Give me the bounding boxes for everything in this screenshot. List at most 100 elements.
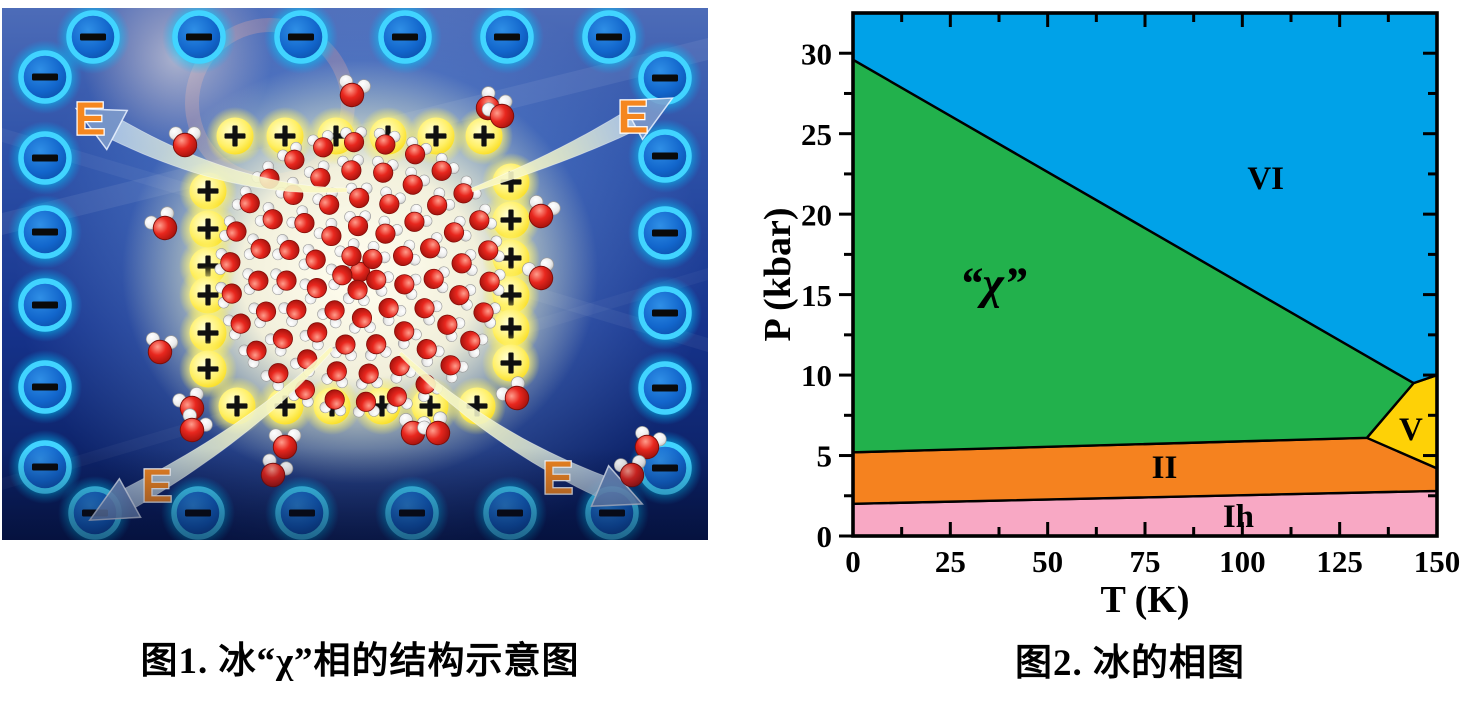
oxygen-atom [286, 299, 307, 320]
oxygen-atom [347, 279, 368, 300]
water-molecule [386, 386, 413, 414]
oxygen-atom [339, 82, 365, 108]
minus-sign [32, 228, 58, 236]
oxygen-atom [379, 193, 400, 215]
figure1-caption: 图1. 冰“χ”相的结构示意图 [140, 641, 580, 682]
water-molecule [321, 361, 348, 389]
x-tick-label: 75 [1130, 544, 1161, 579]
oxygen-atom [221, 283, 242, 304]
oxygen-atom [306, 277, 327, 299]
water-molecule [290, 349, 318, 378]
water-molecule [277, 141, 305, 170]
oxygen-atom [332, 265, 353, 286]
water-molecule [373, 127, 401, 155]
oxygen-atom [414, 298, 435, 319]
water-molecule [299, 277, 327, 305]
water-molecule [313, 218, 342, 247]
water-molecule [394, 321, 422, 350]
water-molecule [365, 334, 392, 361]
water-molecule [264, 328, 293, 357]
oxygen-atom [375, 134, 396, 155]
water-molecule [345, 182, 373, 209]
x-tick-label: 125 [1316, 544, 1363, 579]
oxygen-atom [440, 355, 461, 376]
water-molecule [453, 175, 482, 204]
water-molecule [379, 186, 406, 215]
water-molecule [325, 263, 353, 291]
y-axis-title: P (kbar) [760, 207, 799, 341]
oxygen-atom [172, 132, 198, 158]
water-molecule [528, 195, 561, 229]
oxygen-atom [307, 322, 328, 343]
plus-sign [427, 395, 433, 417]
oxygen-atom [478, 240, 499, 261]
water-molecule [319, 389, 347, 417]
minus-sign [652, 74, 678, 82]
ice-chi-structure-illustration: EEEE [2, 8, 708, 540]
oxygen-atom [341, 160, 362, 181]
water-molecule [522, 257, 554, 291]
oxygen-atom [276, 270, 297, 291]
plus-sign [205, 358, 211, 380]
negative-charge-icon [628, 41, 702, 115]
minus-sign [32, 301, 58, 309]
oxygen-atom [375, 223, 396, 244]
water-molecule [278, 299, 307, 327]
plus-sign [508, 209, 514, 231]
water-molecule [214, 248, 241, 275]
plus-sign [333, 125, 339, 147]
water-molecule [420, 232, 448, 259]
negative-charge-icon [162, 8, 236, 74]
water-molecule [405, 136, 432, 165]
water-molecule [469, 203, 497, 231]
water-molecule [423, 266, 450, 294]
water-molecule [417, 411, 451, 446]
water-molecule [254, 202, 283, 230]
oxygen-atom [366, 269, 387, 290]
y-tick-label: 5 [817, 439, 833, 474]
water-molecule [298, 243, 326, 271]
oxygen-atom [262, 209, 283, 230]
water-molecule [340, 126, 368, 153]
water-molecule [362, 241, 391, 270]
oxygen-atom [248, 270, 269, 291]
negative-charge-icon [470, 8, 544, 74]
minus-sign [494, 33, 520, 41]
water-molecule [270, 268, 297, 296]
water-molecule [215, 281, 242, 309]
electric-field-label: E [618, 90, 649, 142]
oxygen-atom [326, 361, 347, 382]
water-molecule [473, 302, 501, 329]
minus-sign [652, 384, 678, 392]
oxygen-atom [404, 211, 425, 232]
plus-sign [508, 247, 514, 269]
negative-charge-icon [572, 8, 646, 74]
oxygen-atom [351, 307, 373, 329]
water-molecule [437, 314, 466, 342]
water-molecule [389, 355, 417, 384]
plus-sign [282, 395, 288, 417]
oxygen-atom [310, 167, 331, 189]
oxygen-atom [473, 302, 494, 323]
positive-charge-icon [482, 334, 540, 392]
oxygen-atom [305, 249, 326, 270]
water-molecule [344, 210, 372, 237]
negative-charge-icon [264, 8, 338, 74]
water-molecule [366, 269, 394, 297]
oxygen-atom [393, 245, 414, 267]
oxygen-atom [423, 268, 444, 289]
water-molecule [342, 279, 370, 307]
plus-sign [282, 125, 288, 147]
oxygen-atom [246, 340, 267, 361]
negative-charge-icon [8, 268, 82, 342]
oxygen-atom [479, 271, 500, 292]
oxygen-atom [386, 386, 407, 407]
plot-frame [851, 11, 1439, 538]
oxygen-atom [226, 221, 247, 242]
oxygen-atom [469, 210, 490, 231]
ice-phase-diagram-chart: Ih II V “χ” VI 0 25 50 75 100 125 150 0 5 10 15 20 25 30 T … [760, 11, 1460, 621]
water-molecule [375, 215, 403, 244]
oxygen-atom [250, 238, 271, 259]
water-molecule [303, 160, 331, 189]
y-tick-label: 0 [817, 519, 833, 554]
